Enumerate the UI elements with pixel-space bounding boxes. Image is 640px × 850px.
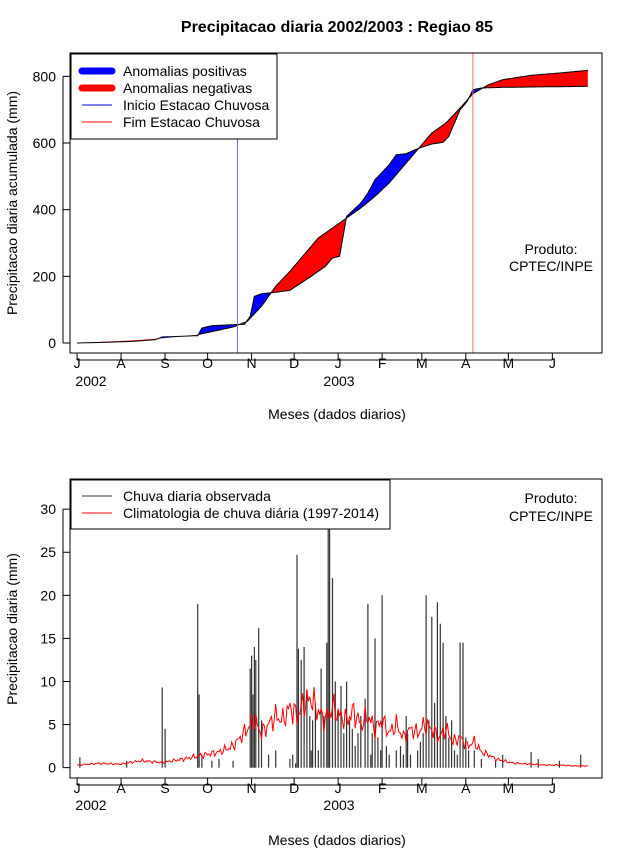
negative-anomaly-area-11 [482,70,588,88]
top-x-tick-label-10: M [503,355,515,371]
top-year-label-2003: 2003 [323,373,354,389]
bottom-y-tick-label-4: 20 [40,587,56,603]
bottom-y-tick-label-5: 25 [40,544,56,560]
top-year-label-2002: 2002 [75,373,106,389]
climatology-daily-line [77,687,588,767]
top-x-tick-label-0: J [74,355,81,371]
bottom-panel: J A S O N D J F M A M J 0 5 10 15 20 25 30 2002 2003 Mese… [4,478,603,848]
top-x-tick-label-1: A [116,355,126,371]
bottom-y-tick-label-1: 5 [48,717,56,733]
top-y-tick-label-0: 0 [48,335,56,351]
bottom-y-tick-label-3: 15 [40,630,56,646]
bottom-y-tick-label-0: 0 [48,760,56,776]
top-product-org: CPTEC/INPE [509,258,593,274]
bottom-x-tick-label-10: M [503,780,515,796]
bottom-x-tick-label-7: F [378,780,387,796]
bottom-legend: Chuva diaria observada Climatologia de c… [70,479,391,530]
top-x-tick-label-4: N [247,355,257,371]
top-y-tick-label-2: 400 [33,202,57,218]
top-x-tick-label-3: O [202,355,213,371]
top-product-label: Produto: [525,241,578,257]
top-y-tick-label-3: 600 [33,135,57,151]
bottom-x-tick-label-0: J [74,780,81,796]
top-x-axis-label: Meses (dados diarios) [268,406,406,422]
bottom-x-tick-label-2: S [160,780,169,796]
top-y-tick-label-4: 800 [33,68,57,84]
legend-label-climatology: Climatologia de chuva diária (1997-2014) [123,505,379,521]
negative-anomaly-area-7 [271,219,346,293]
top-panel: Precipitacao diaria 2002/2003 : Regiao 8… [4,19,603,422]
top-legend: Anomalias positivas Anomalias negativas … [70,53,278,140]
legend-label-end: Fim Estacao Chuvosa [123,114,260,130]
positive-anomaly-area-6 [247,292,270,322]
top-plot-frame [69,52,603,354]
bottom-x-tick-label-3: O [202,780,213,796]
top-y-tick-label-1: 200 [33,268,57,284]
bottom-plot-frame [69,478,603,779]
bottom-x-tick-label-8: M [416,780,428,796]
chart-title: Precipitacao diaria 2002/2003 : Regiao 8… [181,19,493,36]
bottom-y-axis: 0 5 10 15 20 25 30 [40,501,70,776]
observed-cumulative-line [77,85,588,344]
negative-anomaly-area-9 [419,100,468,149]
bottom-x-tick-label-1: A [116,780,126,796]
bottom-product-label: Produto: [525,490,578,506]
positive-anomaly-area-8 [346,148,418,218]
top-x-tick-label-11: J [549,355,556,371]
top-x-tick-label-5: D [289,355,299,371]
bottom-x-axis-label: Meses (dados diarios) [268,832,406,848]
bottom-plot-marks [77,500,588,768]
bottom-y-axis-label: Precipitacao diaria (mm) [4,553,20,705]
bottom-x-tick-label-9: A [461,780,471,796]
legend-label-positive: Anomalias positivas [123,63,247,79]
top-y-axis-label: Precipitacao diaria acumulada (mm) [4,91,20,315]
top-x-tick-label-6: J [335,355,342,371]
legend-label-observed: Chuva diaria observada [123,488,271,504]
bottom-y-tick-label-2: 10 [40,673,56,689]
bottom-year-label-2003: 2003 [323,797,354,813]
top-x-tick-label-7: F [378,355,387,371]
legend-label-negative: Anomalias negativas [123,80,252,96]
bottom-y-tick-label-6: 30 [40,501,56,517]
bottom-product-org: CPTEC/INPE [509,508,593,524]
bottom-x-tick-label-6: J [335,780,342,796]
bottom-legend-box [70,479,391,530]
top-x-tick-label-9: A [461,355,471,371]
top-y-axis: 0 200 400 600 800 [33,68,70,351]
bottom-x-tick-label-11: J [549,780,556,796]
climatology-cumulative-line [197,69,588,336]
legend-label-start: Inicio Estacao Chuvosa [123,97,270,113]
top-x-tick-label-2: S [160,355,169,371]
bottom-x-tick-label-4: N [247,780,257,796]
top-x-tick-label-8: M [416,355,428,371]
top-plot-marks [77,53,588,353]
bottom-x-tick-label-5: D [289,780,299,796]
bottom-year-label-2002: 2002 [75,797,106,813]
